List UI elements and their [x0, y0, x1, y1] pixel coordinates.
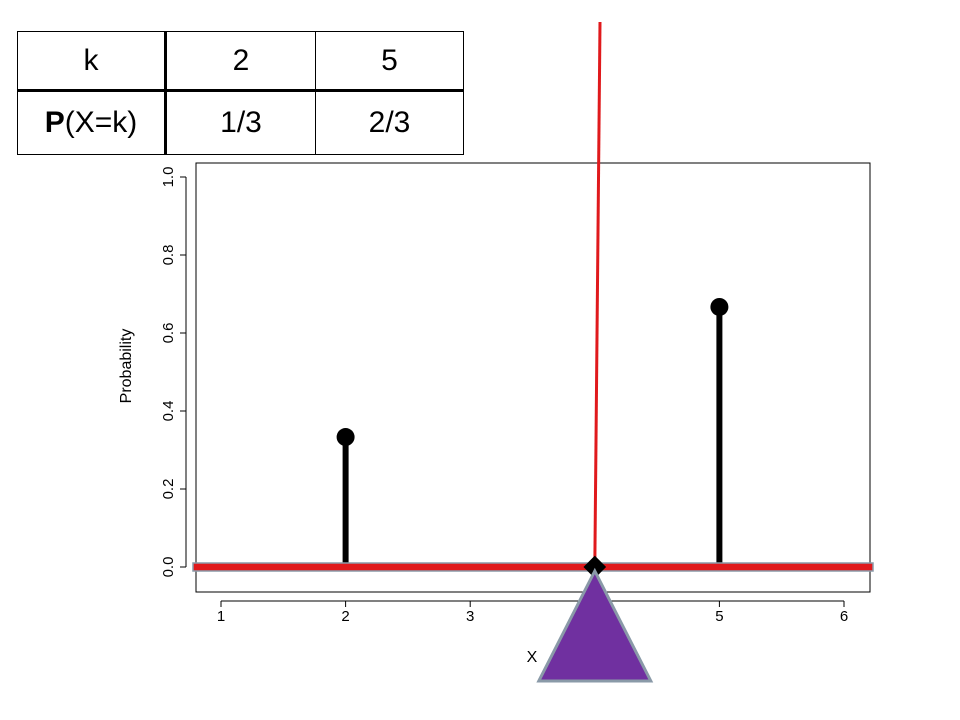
fulcrum-triangle: [536, 567, 654, 683]
table-header-probability: P(X=k): [17, 90, 167, 155]
table-p-symbol: P: [44, 106, 65, 139]
table-header-k: k: [17, 31, 167, 92]
stem-point: [336, 428, 355, 447]
table-row-probability: P(X=k) 1/3 2/3: [17, 90, 464, 155]
x-tick-label: 6: [840, 608, 848, 625]
table-row-k: k 2 5: [17, 31, 464, 92]
y-axis-label: Probability: [118, 329, 135, 404]
balance-overlay: [192, 21, 874, 683]
x-axis-label: X: [527, 649, 538, 666]
y-tick-label: 0.6: [160, 323, 177, 344]
balance-point-marker: [583, 555, 607, 579]
table-probability-2: 2/3: [315, 90, 464, 155]
probability-table: k 2 5 P(X=k) 1/3 2/3: [17, 31, 464, 155]
table-value-k-1: 2: [165, 31, 316, 92]
x-tick-label: 5: [715, 608, 723, 625]
x-tick-label: 3: [466, 608, 474, 625]
table-probability-1: 1/3: [165, 90, 316, 155]
y-tick-label: 0.8: [160, 245, 177, 266]
stem-point: [710, 297, 729, 316]
x-tick-label: 1: [217, 608, 225, 625]
y-axis: 0.0 0.2 0.4 0.6 0.8 1.0: [160, 167, 187, 578]
table-value-k-2: 5: [315, 31, 464, 92]
balance-beam: [192, 562, 874, 572]
x-tick-label: 2: [341, 608, 349, 625]
stems-group: [336, 297, 729, 567]
y-tick-label: 0.0: [160, 557, 177, 578]
x-axis: 123456: [217, 600, 848, 625]
plot-frame: [195, 162, 871, 593]
balance-vertical-line: [593, 21, 602, 568]
y-tick-label: 0.2: [160, 479, 177, 500]
y-tick-label: 1.0: [160, 167, 177, 188]
table-p-argument: (X=k): [64, 106, 138, 139]
y-tick-label: 0.4: [160, 401, 177, 422]
